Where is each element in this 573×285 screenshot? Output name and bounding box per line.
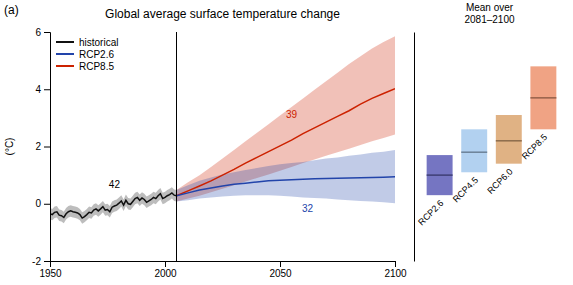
y-tick-label: 4 bbox=[35, 84, 41, 95]
legend-label: RCP8.5 bbox=[79, 61, 114, 72]
y-tick: 6 bbox=[35, 27, 50, 38]
legend-label: RCP2.6 bbox=[79, 49, 114, 60]
category-label: RCP2.6 bbox=[416, 198, 445, 227]
plot-area bbox=[50, 32, 395, 261]
range-band bbox=[177, 150, 396, 203]
range-bar bbox=[461, 129, 487, 172]
legend-item: RCP8.5 bbox=[56, 61, 114, 72]
x-tick-label: 2000 bbox=[154, 268, 177, 279]
x-tick-label: 2050 bbox=[269, 268, 292, 279]
sidebar-y-axis bbox=[414, 33, 415, 262]
legend-item: RCP2.6 bbox=[56, 49, 114, 60]
mean-line bbox=[530, 97, 556, 99]
annotation: (a) bbox=[4, 3, 19, 17]
x-tick: 2000 bbox=[154, 261, 177, 279]
mean-line bbox=[496, 140, 522, 142]
legend-item: historical bbox=[56, 37, 118, 48]
y-axis-title: (°C) bbox=[4, 138, 15, 156]
y-tick-mark bbox=[44, 32, 50, 33]
x-axis: 1950 2000 2050 2100 bbox=[39, 261, 407, 279]
y-tick: 4 bbox=[35, 84, 50, 95]
annotations: (a)423932 bbox=[4, 3, 314, 214]
x-tick-label: 2100 bbox=[384, 268, 407, 279]
reference-line bbox=[176, 32, 177, 261]
y-tick-label: 2 bbox=[35, 141, 41, 152]
y-tick-mark bbox=[44, 261, 50, 262]
x-tick-mark bbox=[280, 261, 281, 267]
x-tick: 1950 bbox=[39, 261, 62, 279]
legend-label: historical bbox=[79, 37, 118, 48]
x-tick: 2100 bbox=[384, 261, 407, 279]
legend-swatch bbox=[56, 65, 74, 67]
sidebar-labels: RCP2.6RCP4.5RCP6.0RCP8.5 bbox=[416, 132, 549, 227]
category-label: RCP4.5 bbox=[451, 175, 480, 204]
y-tick: 2 bbox=[35, 141, 50, 152]
annotation: 42 bbox=[109, 179, 121, 190]
annotation: 39 bbox=[286, 109, 298, 120]
annotation: 32 bbox=[302, 203, 314, 214]
y-tick-label: 6 bbox=[35, 27, 41, 38]
y-tick-mark bbox=[44, 89, 50, 90]
x-tick-mark bbox=[165, 261, 166, 267]
x-axis-line bbox=[51, 262, 396, 268]
chart-title: Global average surface temperature chang… bbox=[105, 7, 340, 21]
y-tick-label: -2 bbox=[32, 256, 41, 267]
range-bar bbox=[427, 155, 453, 195]
category-label: RCP6.0 bbox=[485, 166, 514, 195]
range-bar bbox=[530, 66, 556, 129]
range-band bbox=[50, 187, 177, 224]
mean-line bbox=[461, 151, 487, 153]
series-line bbox=[177, 177, 396, 196]
sidebar-title: Mean over2081–2100 bbox=[464, 2, 514, 25]
y-axis: -2 0 2 4 6 bbox=[32, 27, 50, 267]
y-tick-label: 0 bbox=[35, 198, 41, 209]
y-tick: -2 bbox=[32, 256, 50, 267]
sidebar-axis-line bbox=[414, 33, 415, 262]
sidebar-title-line: Mean over bbox=[466, 2, 514, 13]
series-line bbox=[50, 193, 177, 218]
legend: historicalRCP2.6RCP8.5 bbox=[56, 37, 118, 72]
x-tick-label: 1950 bbox=[39, 268, 62, 279]
legend-swatch bbox=[56, 41, 74, 43]
y-tick-mark bbox=[44, 204, 50, 205]
sidebar-plot-area bbox=[427, 66, 557, 195]
legend-swatch bbox=[56, 53, 74, 55]
range-bar bbox=[496, 115, 522, 164]
sidebar-title-line: 2081–2100 bbox=[464, 14, 514, 25]
mean-line bbox=[427, 174, 453, 176]
category-label: RCP8.5 bbox=[520, 132, 549, 161]
y-axis-line bbox=[44, 33, 51, 262]
x-tick-mark bbox=[395, 261, 396, 267]
y-tick: 0 bbox=[35, 198, 50, 209]
chart-root: 1950 2000 2050 2100 -2 0 2 4 6 Global average sur… bbox=[0, 0, 573, 285]
y-tick-mark bbox=[44, 147, 50, 148]
x-tick: 2050 bbox=[269, 261, 292, 279]
series-line bbox=[177, 89, 396, 196]
